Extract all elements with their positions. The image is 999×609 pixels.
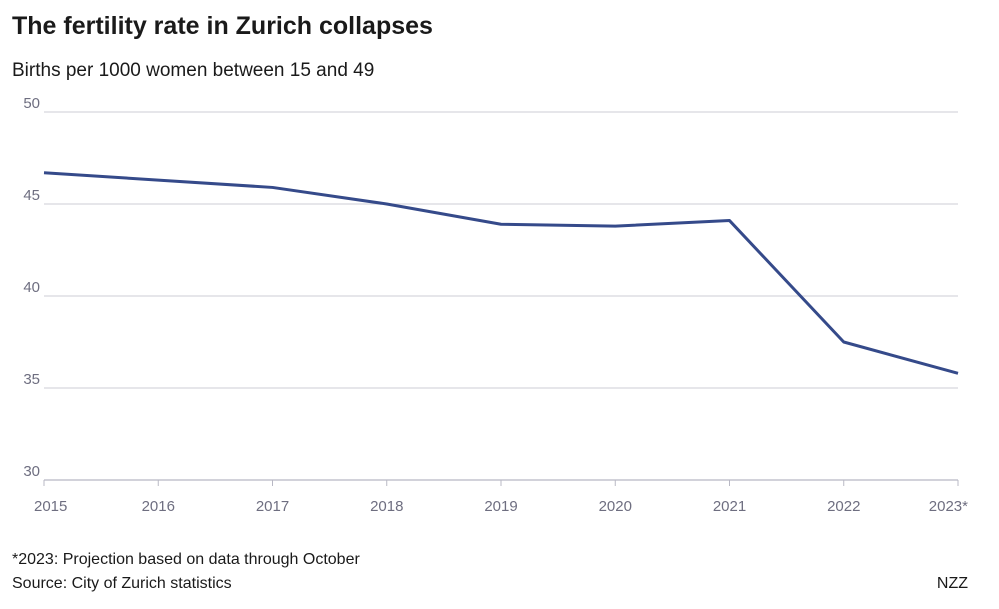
brand-label: NZZ (936, 575, 968, 592)
x-tick-label: 2023* (929, 498, 968, 515)
x-tick-label: 2017 (256, 498, 289, 515)
x-tick-label: 2022 (827, 498, 860, 515)
x-tick-label: 2016 (142, 498, 175, 515)
series-line (43, 171, 959, 375)
x-tick-label: 2021 (713, 498, 746, 515)
y-tick-label: 35 (23, 371, 40, 388)
x-tick-label: 2019 (484, 498, 517, 515)
chart-subtitle: Births per 1000 women between 15 and 49 (12, 60, 375, 81)
footnote: *2023: Projection based on data through … (12, 551, 360, 568)
chart-title: The fertility rate in Zurich collapses (12, 12, 433, 40)
y-tick-label: 40 (23, 279, 40, 296)
y-tick-label: 30 (23, 463, 40, 480)
x-tick-label: 2015 (34, 498, 67, 515)
y-tick-label: 45 (23, 187, 40, 204)
source-note: Source: City of Zurich statistics (12, 575, 232, 592)
y-tick-label: 50 (23, 95, 40, 112)
x-tick-label: 2018 (370, 498, 403, 515)
x-tick-label: 2020 (599, 498, 632, 515)
